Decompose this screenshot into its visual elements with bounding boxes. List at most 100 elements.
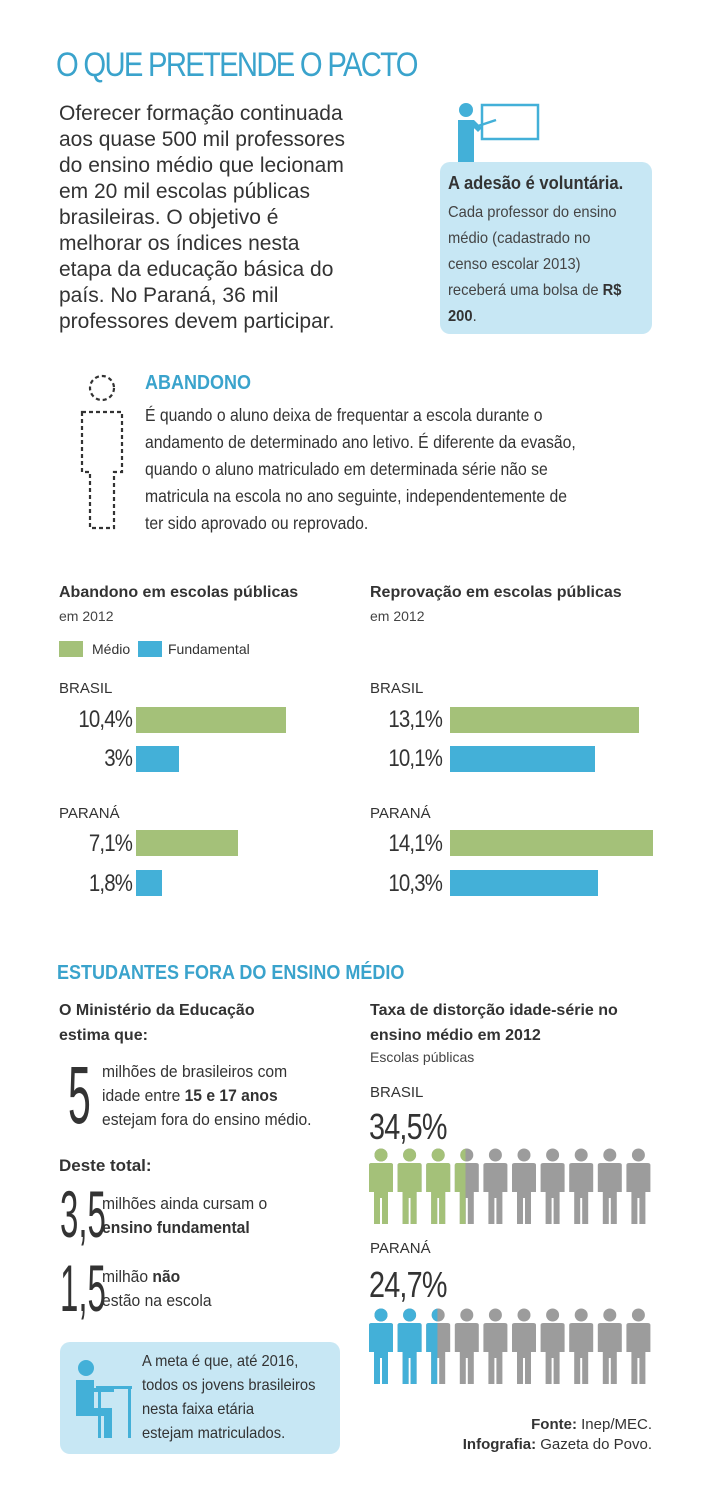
- pictogram-region-brasil: BRASIL: [370, 1084, 424, 1101]
- abandono-line: ter sido aprovado ou reprovado.: [145, 513, 369, 533]
- abandono-line: matricula na escola no ano seguinte, ind…: [145, 486, 568, 506]
- meta-line: nesta faixa etária: [142, 1401, 255, 1418]
- adesao-box: [440, 162, 652, 334]
- person-icon: [512, 1148, 536, 1224]
- number-3-5: 3,5: [60, 1177, 106, 1251]
- person-icon: [569, 1148, 594, 1224]
- person-icon: [454, 1148, 479, 1224]
- page-title: O QUE PRETENDE O PACTO: [56, 46, 418, 84]
- estudantes-text-2: milhões ainda cursam o ensino fundamenta…: [102, 1192, 332, 1240]
- person-icon: [454, 1308, 479, 1384]
- est-age-range: 15 e 17 anos: [184, 1086, 278, 1105]
- chart-abandono-region-parana: PARANÁ: [59, 805, 120, 822]
- intro-line: em 20 mil escolas públicas: [59, 180, 310, 203]
- abandono-line: andamento de determinado ano letivo. É d…: [145, 432, 576, 452]
- est-line-part: idade entre: [102, 1086, 185, 1105]
- pictogram-parana: [369, 1308, 651, 1384]
- person-icon: [569, 1308, 594, 1384]
- legend-medio-label: Médio: [92, 641, 131, 657]
- number-1-5: 1,5: [60, 1251, 106, 1325]
- meta-line: A meta é que, até 2016,: [142, 1353, 299, 1370]
- pictogram-brasil: [369, 1148, 651, 1224]
- person-icon: [397, 1308, 422, 1384]
- chart-reprovacao-subtitle: em 2012: [370, 608, 425, 624]
- ministerio-label: O Ministério da Educação estima que:: [59, 998, 255, 1048]
- abandono-text: É quando o aluno deixa de frequentar a e…: [145, 402, 631, 537]
- abandono-line: quando o aluno matriculado em determinad…: [145, 459, 548, 479]
- est-nao: não: [152, 1267, 181, 1286]
- bar-value-label: 1,8%: [88, 870, 133, 897]
- bar-value-label: 10,3%: [388, 870, 442, 897]
- adesao-amount: R$ 200: [448, 282, 622, 325]
- bar-abandono-parana-fundamental: [136, 870, 162, 896]
- intro-line: país. No Paraná, 36 mil: [59, 284, 279, 307]
- intro-line: professores devem participar.: [59, 310, 335, 333]
- bar-abandono-brasil-fundamental: [136, 746, 180, 772]
- intro-text: Oferecer formação continuada aos quase 5…: [59, 101, 419, 335]
- pictogram-region-parana: PARANÁ: [370, 1240, 431, 1257]
- meta-line: estejam matriculados.: [142, 1425, 286, 1442]
- person-icon: [512, 1308, 536, 1384]
- person-icon: [483, 1308, 508, 1384]
- est-line-part: milhão: [102, 1267, 153, 1286]
- person-icon: [597, 1308, 622, 1384]
- adesao-body: Cada professor do ensino médio (cadastra…: [448, 204, 617, 299]
- bar-value-label: 14,1%: [388, 830, 442, 857]
- source-fonte: Fonte: Inep/MEC.: [531, 1416, 652, 1433]
- abandono-line: É quando o aluno deixa de frequentar a e…: [145, 405, 543, 425]
- bar-value-label: 3%: [104, 745, 133, 772]
- chart-reprovacao-region-parana: PARANÁ: [370, 805, 431, 822]
- legend-medio-swatch: [59, 641, 83, 657]
- estudantes-text-1: milhões de brasileiros com idade entre 1…: [102, 1060, 341, 1132]
- chart-reprovacao-region-brasil: BRASIL: [370, 680, 424, 697]
- deste-total-label: Deste total:: [59, 1156, 152, 1175]
- chart-abandono-title: Abandono em escolas públicas: [59, 584, 299, 601]
- bar-reprovacao-parana-medio: [450, 830, 653, 856]
- bar-value-label: 10,1%: [388, 745, 442, 772]
- intro-line: do ensino médio que lecionam: [59, 154, 344, 177]
- pictogram-title: Taxa de distorção idade-série no ensino …: [370, 998, 660, 1048]
- person-icon: [426, 1148, 451, 1224]
- est-line: ensino fundamental: [102, 1218, 250, 1237]
- adesao-text: Cada professor do ensino médio (cadastra…: [448, 200, 632, 330]
- bar-value-label: 10,4%: [78, 706, 132, 733]
- intro-line: aos quase 500 mil professores: [59, 128, 345, 151]
- bar-reprovacao-parana-fundamental: [450, 870, 599, 896]
- number-5: 5: [68, 1050, 91, 1141]
- source-fonte-label: Fonte:: [531, 1416, 577, 1433]
- person-icon: [426, 1308, 451, 1384]
- chart-abandono-region-brasil: BRASIL: [59, 680, 113, 697]
- pictogram-subtitle: Escolas públicas: [370, 1049, 475, 1065]
- meta-text: A meta é que, até 2016, todos os jovens …: [142, 1350, 326, 1446]
- person-icon: [369, 1148, 393, 1224]
- bar-reprovacao-brasil-fundamental: [450, 746, 596, 772]
- person-icon: [626, 1148, 651, 1224]
- bar-value-label: 7,1%: [88, 830, 133, 857]
- person-icon: [483, 1148, 508, 1224]
- person-icon: [597, 1148, 622, 1224]
- chart-reprovacao-title: Reprovação em escolas públicas: [370, 584, 622, 601]
- meta-line: todos os jovens brasileiros: [142, 1377, 316, 1394]
- pictogram-title-text: Taxa de distorção idade-série no ensino …: [370, 1002, 618, 1044]
- legend-fundamental-label: Fundamental: [168, 641, 250, 657]
- est-line: idade entre 15 e 17 anos: [102, 1084, 341, 1108]
- person-icon: [397, 1148, 422, 1224]
- intro-line: melhorar os índices nesta: [59, 232, 300, 255]
- pictogram-value-parana: 24,7%: [369, 1264, 447, 1305]
- bar-value-label: 13,1%: [388, 706, 442, 733]
- est-line: milhões de brasileiros com: [102, 1062, 288, 1081]
- student-desk-icon: [76, 1360, 132, 1438]
- adesao-heading: A adesão é voluntária.: [448, 173, 624, 193]
- est-line: milhão não: [102, 1265, 332, 1289]
- abandono-heading: ABANDONO: [145, 372, 252, 394]
- est-line: estão na escola: [102, 1291, 212, 1310]
- bar-reprovacao-brasil-medio: [450, 707, 639, 733]
- adesao-end: .: [472, 308, 477, 325]
- chart-abandono-subtitle: em 2012: [59, 608, 114, 624]
- legend-fundamental-swatch: [138, 641, 162, 657]
- est-line: estejam fora do ensino médio.: [102, 1110, 312, 1129]
- estudantes-heading: ESTUDANTES FORA DO ENSINO MÉDIO: [57, 962, 405, 984]
- bar-abandono-parana-medio: [136, 830, 239, 856]
- source-infografia: Infografia: Gazeta do Povo.: [463, 1436, 652, 1453]
- source-fonte-value: Inep/MEC.: [576, 1416, 652, 1433]
